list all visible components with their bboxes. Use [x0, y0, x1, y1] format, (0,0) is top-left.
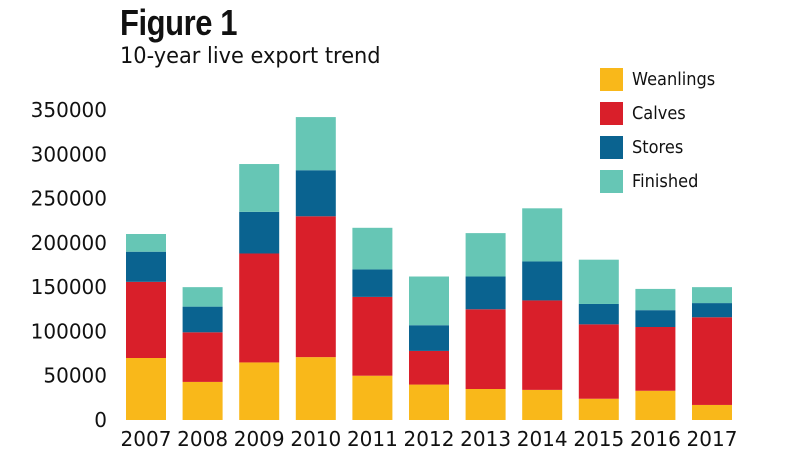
bar-finished-2008 [182, 287, 223, 307]
bar-stack-2007 [126, 234, 166, 420]
legend-label: Calves [632, 102, 686, 124]
x-tick-label: 2017 [687, 427, 738, 451]
bar-stack-2017 [692, 287, 732, 420]
legend-swatch [600, 169, 623, 193]
bar-stores-2012 [409, 325, 449, 351]
bar-weanlings-2014 [522, 389, 563, 420]
bar-stack-2011 [352, 227, 393, 420]
bar-finished-2013 [465, 233, 506, 277]
bar-calves-2007 [126, 281, 166, 358]
legend-swatch [600, 135, 623, 159]
bar-finished-2014 [522, 208, 563, 262]
bar-weanlings-2008 [182, 381, 223, 420]
bar-stack-2015 [578, 259, 619, 420]
bar-weanlings-2007 [126, 358, 166, 420]
bar-finished-2017 [692, 287, 732, 304]
bar-stores-2007 [126, 251, 166, 282]
y-tick-label: 300000 [31, 142, 107, 166]
bar-stack-2014 [522, 208, 563, 420]
x-tick-label: 2011 [347, 427, 398, 451]
y-tick-label: 50000 [43, 364, 107, 388]
bar-finished-2010 [295, 117, 336, 171]
y-tick-label: 350000 [31, 98, 107, 122]
bar-stack-2016 [635, 288, 676, 420]
legend-item-stores: Stores [600, 130, 724, 164]
legend-item-finished: Finished [600, 164, 724, 198]
x-tick-label: 2010 [290, 427, 341, 451]
bar-stack-2008 [182, 287, 223, 420]
x-tick-label: 2015 [573, 427, 624, 451]
legend: Weanlings Calves Stores Finished [600, 62, 724, 198]
bar-calves-2013 [465, 309, 506, 389]
x-axis: 2007 2008 2009 2010 2011 2012 2013 2014 2015 2016… [121, 427, 738, 451]
x-tick-label: 2008 [177, 427, 228, 451]
bar-weanlings-2010 [295, 357, 336, 420]
x-tick-label: 2013 [460, 427, 511, 451]
bar-weanlings-2011 [352, 375, 393, 420]
y-tick-label: 250000 [31, 187, 107, 211]
bar-finished-2009 [239, 164, 280, 212]
legend-item-calves: Calves [600, 96, 724, 130]
bar-calves-2017 [692, 317, 732, 405]
bar-finished-2012 [409, 276, 449, 326]
legend-swatch [600, 101, 623, 125]
legend-label: Stores [632, 136, 684, 158]
bar-weanlings-2009 [239, 362, 280, 420]
bar-calves-2009 [239, 253, 280, 363]
bar-stores-2015 [578, 303, 619, 325]
bar-stores-2017 [692, 303, 732, 318]
bar-finished-2011 [352, 227, 393, 270]
y-tick-label: 0 [94, 408, 107, 432]
bar-calves-2011 [352, 296, 393, 376]
bar-weanlings-2013 [465, 389, 506, 420]
bar-stores-2008 [182, 306, 223, 333]
x-tick-label: 2016 [630, 427, 681, 451]
bar-calves-2016 [635, 327, 676, 391]
bar-finished-2015 [578, 259, 619, 304]
bar-calves-2015 [578, 324, 619, 399]
bar-calves-2008 [182, 332, 223, 382]
bar-stack-2013 [465, 233, 506, 420]
bar-stores-2016 [635, 310, 676, 327]
y-tick-label: 150000 [31, 275, 107, 299]
y-axis: 0 50000 100000 150000 200000 250000 300000 3500… [31, 98, 107, 432]
bar-stores-2010 [295, 170, 336, 217]
bar-weanlings-2015 [578, 398, 619, 420]
bar-weanlings-2016 [635, 390, 676, 420]
x-tick-label: 2014 [517, 427, 568, 451]
legend-label: Weanlings [632, 68, 716, 90]
bar-weanlings-2017 [692, 404, 732, 420]
x-tick-label: 2007 [121, 427, 172, 451]
x-tick-label: 2009 [234, 427, 285, 451]
bar-stores-2013 [465, 276, 506, 310]
y-tick-label: 100000 [31, 319, 107, 343]
figure-subtitle: 10-year live export trend [120, 44, 381, 69]
bar-finished-2016 [635, 288, 676, 311]
bar-calves-2010 [295, 216, 336, 358]
bar-weanlings-2012 [409, 384, 449, 420]
bar-stack-2010 [295, 117, 336, 420]
bar-finished-2007 [126, 234, 166, 252]
y-tick-label: 200000 [31, 231, 107, 255]
legend-label: Finished [632, 170, 699, 192]
bar-stores-2009 [239, 211, 280, 254]
bar-calves-2012 [409, 350, 449, 385]
figure-title: Figure 1 [120, 2, 237, 43]
legend-item-weanlings: Weanlings [600, 62, 724, 96]
bar-calves-2014 [522, 300, 563, 390]
legend-swatch [600, 67, 623, 91]
bar-stores-2014 [522, 261, 563, 301]
bar-stores-2011 [352, 269, 393, 297]
bar-stack-2012 [409, 276, 449, 420]
x-tick-label: 2012 [404, 427, 455, 451]
bar-stack-2009 [239, 164, 280, 420]
bars [126, 117, 732, 420]
